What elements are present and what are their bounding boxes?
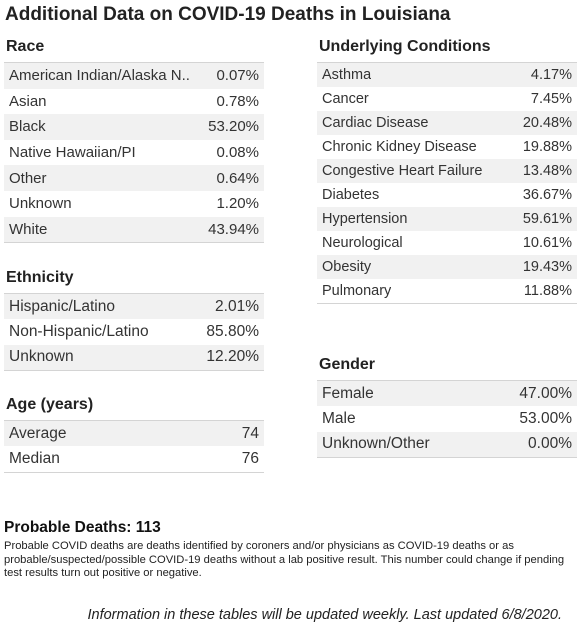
row-label: Pulmonary xyxy=(322,283,392,299)
row-value: 47.00% xyxy=(519,384,572,402)
table-row: Black 53.20% xyxy=(4,114,264,140)
row-value: 19.88% xyxy=(522,139,572,155)
table-row: Pulmonary 11.88% xyxy=(317,279,577,304)
row-label: Chronic Kidney Disease xyxy=(322,139,477,155)
row-label: Cancer xyxy=(322,91,369,107)
row-value: 12.20% xyxy=(206,348,259,366)
row-value: 0.08% xyxy=(216,144,259,162)
row-value: 19.43% xyxy=(522,259,572,275)
table-row: Unknown 12.20% xyxy=(4,344,264,371)
probable-deaths-note: Probable COVID deaths are deaths identif… xyxy=(4,540,565,579)
row-label: Other xyxy=(9,169,47,187)
row-label: White xyxy=(9,220,48,238)
table-row: Diabetes 36.67% xyxy=(317,183,577,207)
row-label: Congestive Heart Failure xyxy=(322,163,483,179)
table-row: Male 53.00% xyxy=(317,406,577,431)
row-value: 59.61% xyxy=(522,211,572,227)
row-value: 76 xyxy=(241,449,259,467)
row-label: Black xyxy=(9,118,46,136)
conditions-section: Underlying Conditions Asthma 4.17% Cancer… xyxy=(317,38,577,304)
row-label: Unknown xyxy=(9,195,72,213)
row-value: 53.00% xyxy=(519,409,572,427)
table-row: Cancer 7.45% xyxy=(317,87,577,111)
row-value: 0.00% xyxy=(528,435,572,453)
row-value: 13.48% xyxy=(522,163,572,179)
gender-section: Gender Female 47.00% Male 53.00% Unknown/O… xyxy=(317,356,577,458)
row-label: Native Hawaiian/PI xyxy=(9,144,136,162)
row-value: 43.94% xyxy=(208,220,259,238)
row-value: 53.20% xyxy=(208,118,259,136)
table-row: Other 0.64% xyxy=(4,165,264,191)
table-row: Asthma 4.17% xyxy=(317,63,577,87)
row-value: 11.88% xyxy=(523,283,572,299)
row-label: Cardiac Disease xyxy=(322,115,429,131)
table-row: American Indian/Alaska N.. 0.07% xyxy=(4,63,264,89)
row-label: Asian xyxy=(9,92,47,110)
row-label: Female xyxy=(322,384,374,402)
ethnicity-section: Ethnicity Hispanic/Latino 2.01% Non-Hispa… xyxy=(4,269,264,371)
table-row: Asian 0.78% xyxy=(4,89,264,115)
row-value: 7.45% xyxy=(530,91,572,107)
row-value: 10.61% xyxy=(522,235,572,251)
table-row: Native Hawaiian/PI 0.08% xyxy=(4,140,264,166)
row-label: Hypertension xyxy=(322,211,408,227)
row-label: Unknown/Other xyxy=(322,435,430,453)
table-row: Congestive Heart Failure 13.48% xyxy=(317,159,577,183)
row-value: 0.07% xyxy=(216,67,259,85)
table-row: Female 47.00% xyxy=(317,381,577,407)
row-value: 0.64% xyxy=(216,169,259,187)
row-label: Neurological xyxy=(322,235,403,251)
conditions-title: Underlying Conditions xyxy=(319,38,491,55)
table-row: Median 76 xyxy=(4,446,264,473)
row-label: Non-Hispanic/Latino xyxy=(9,322,149,340)
age-table: Average 74 Median 76 xyxy=(4,420,264,473)
row-value: 1.20% xyxy=(216,195,259,213)
probable-deaths-title: Probable Deaths: 113 xyxy=(4,519,161,536)
row-value: 20.48% xyxy=(522,115,572,131)
row-value: 85.80% xyxy=(206,322,259,340)
ethnicity-title: Ethnicity xyxy=(6,269,74,286)
race-title: Race xyxy=(6,38,45,55)
row-label: Asthma xyxy=(322,67,372,83)
ethnicity-table: Hispanic/Latino 2.01% Non-Hispanic/Latino… xyxy=(4,293,264,371)
age-title: Age (years) xyxy=(6,396,94,413)
row-label: Average xyxy=(9,424,67,442)
table-row: Unknown 1.20% xyxy=(4,191,264,217)
row-label: Hispanic/Latino xyxy=(9,297,115,315)
table-row: Chronic Kidney Disease 19.88% xyxy=(317,135,577,159)
table-row: Obesity 19.43% xyxy=(317,255,577,279)
table-row: White 43.94% xyxy=(4,216,264,244)
row-value: 74 xyxy=(241,424,259,442)
race-section: Race American Indian/Alaska N.. 0.07% Asi… xyxy=(4,38,264,244)
row-value: 2.01% xyxy=(215,297,259,315)
table-row: Non-Hispanic/Latino 85.80% xyxy=(4,319,264,344)
row-label: Median xyxy=(9,449,60,467)
table-row: Neurological 10.61% xyxy=(317,231,577,255)
race-table: American Indian/Alaska N.. 0.07% Asian 0.7… xyxy=(4,62,264,244)
row-value: 4.17% xyxy=(530,67,572,83)
table-row: Cardiac Disease 20.48% xyxy=(317,111,577,135)
age-section: Age (years) Average 74 Median 76 xyxy=(4,396,264,473)
row-label: American Indian/Alaska N.. xyxy=(9,67,190,85)
conditions-table: Asthma 4.17% Cancer 7.45% Cardiac Disease 2… xyxy=(317,62,577,304)
page-title: Additional Data on COVID-19 Deaths in Lo… xyxy=(5,4,451,25)
table-row: Average 74 xyxy=(4,421,264,447)
gender-table: Female 47.00% Male 53.00% Unknown/Other 0.0… xyxy=(317,380,577,458)
update-footer: Information in these tables will be upda… xyxy=(87,607,562,623)
row-label: Diabetes xyxy=(322,187,380,203)
row-value: 36.67% xyxy=(522,187,572,203)
gender-title: Gender xyxy=(319,356,376,373)
table-row: Unknown/Other 0.00% xyxy=(317,431,577,458)
row-value: 0.78% xyxy=(216,92,259,110)
row-label: Obesity xyxy=(322,259,372,275)
row-label: Male xyxy=(322,409,356,427)
table-row: Hispanic/Latino 2.01% xyxy=(4,294,264,320)
table-row: Hypertension 59.61% xyxy=(317,207,577,231)
row-label: Unknown xyxy=(9,348,74,366)
